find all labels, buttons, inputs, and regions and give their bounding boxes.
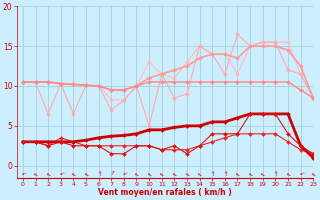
Text: ←: ← [171,170,178,177]
Text: ←: ← [158,170,165,177]
Text: ↖: ↖ [95,170,102,177]
Text: ←: ← [234,170,241,177]
Text: ←: ← [70,170,76,177]
Text: ←: ← [196,170,203,177]
Text: ←: ← [184,170,190,177]
X-axis label: Vent moyen/en rafales ( km/h ): Vent moyen/en rafales ( km/h ) [98,188,232,197]
Text: ←: ← [45,170,52,177]
Text: ↙: ↙ [297,170,304,177]
Text: ←: ← [133,170,140,177]
Text: ←: ← [247,170,253,177]
Text: ←: ← [285,170,291,177]
Text: ↖: ↖ [222,170,228,177]
Text: ↙: ↙ [58,170,64,177]
Text: ←: ← [32,170,39,177]
Text: ↙: ↙ [20,170,26,177]
Text: ↙: ↙ [121,170,127,177]
Text: ↖: ↖ [209,170,215,177]
Text: ↖: ↖ [272,170,279,177]
Text: ←: ← [146,170,152,177]
Text: ↑: ↑ [108,170,115,177]
Text: ←: ← [260,170,266,177]
Text: ←: ← [310,170,316,177]
Text: ←: ← [83,170,89,177]
